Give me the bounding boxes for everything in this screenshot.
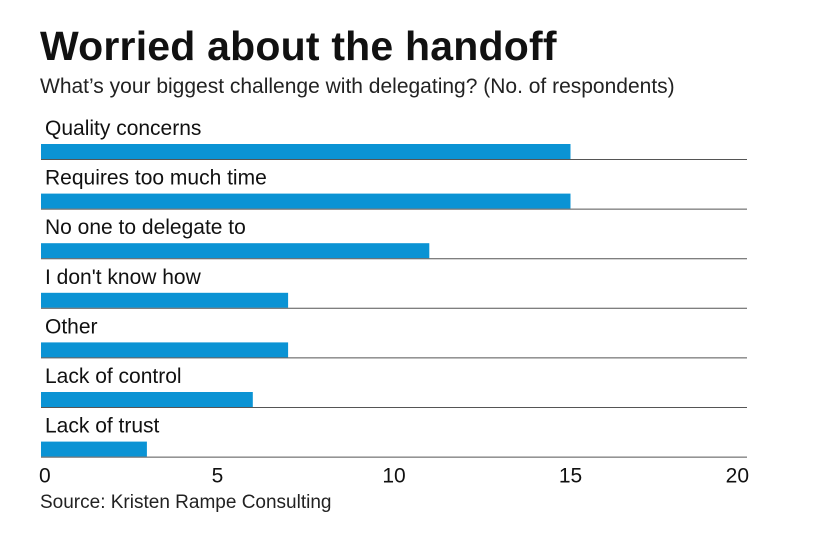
chart-source: Source: Kristen Rampe Consulting: [40, 492, 332, 513]
x-tick-label: 20: [726, 465, 749, 488]
bar: [41, 243, 430, 259]
bar: [41, 342, 289, 358]
bar: [41, 392, 253, 407]
category-label: Lack of trust: [45, 415, 160, 438]
category-label: Other: [45, 315, 98, 338]
x-tick-label: 15: [559, 465, 582, 488]
x-tick-label: 0: [39, 465, 51, 488]
bar: [41, 144, 571, 159]
category-label: Requires too much time: [45, 167, 267, 190]
x-tick-label: 5: [212, 465, 224, 488]
bar: [41, 193, 571, 209]
chart-subtitle: What’s your biggest challenge with deleg…: [40, 75, 675, 98]
category-label: Lack of control: [45, 365, 182, 388]
category-label: Quality concerns: [45, 117, 201, 140]
x-tick-label: 10: [382, 465, 405, 488]
category-label: No one to delegate to: [45, 216, 246, 239]
category-label: I don't know how: [45, 266, 202, 289]
bar: [41, 292, 289, 308]
bar: [41, 441, 147, 457]
chart-title: Worried about the handoff: [40, 23, 557, 69]
